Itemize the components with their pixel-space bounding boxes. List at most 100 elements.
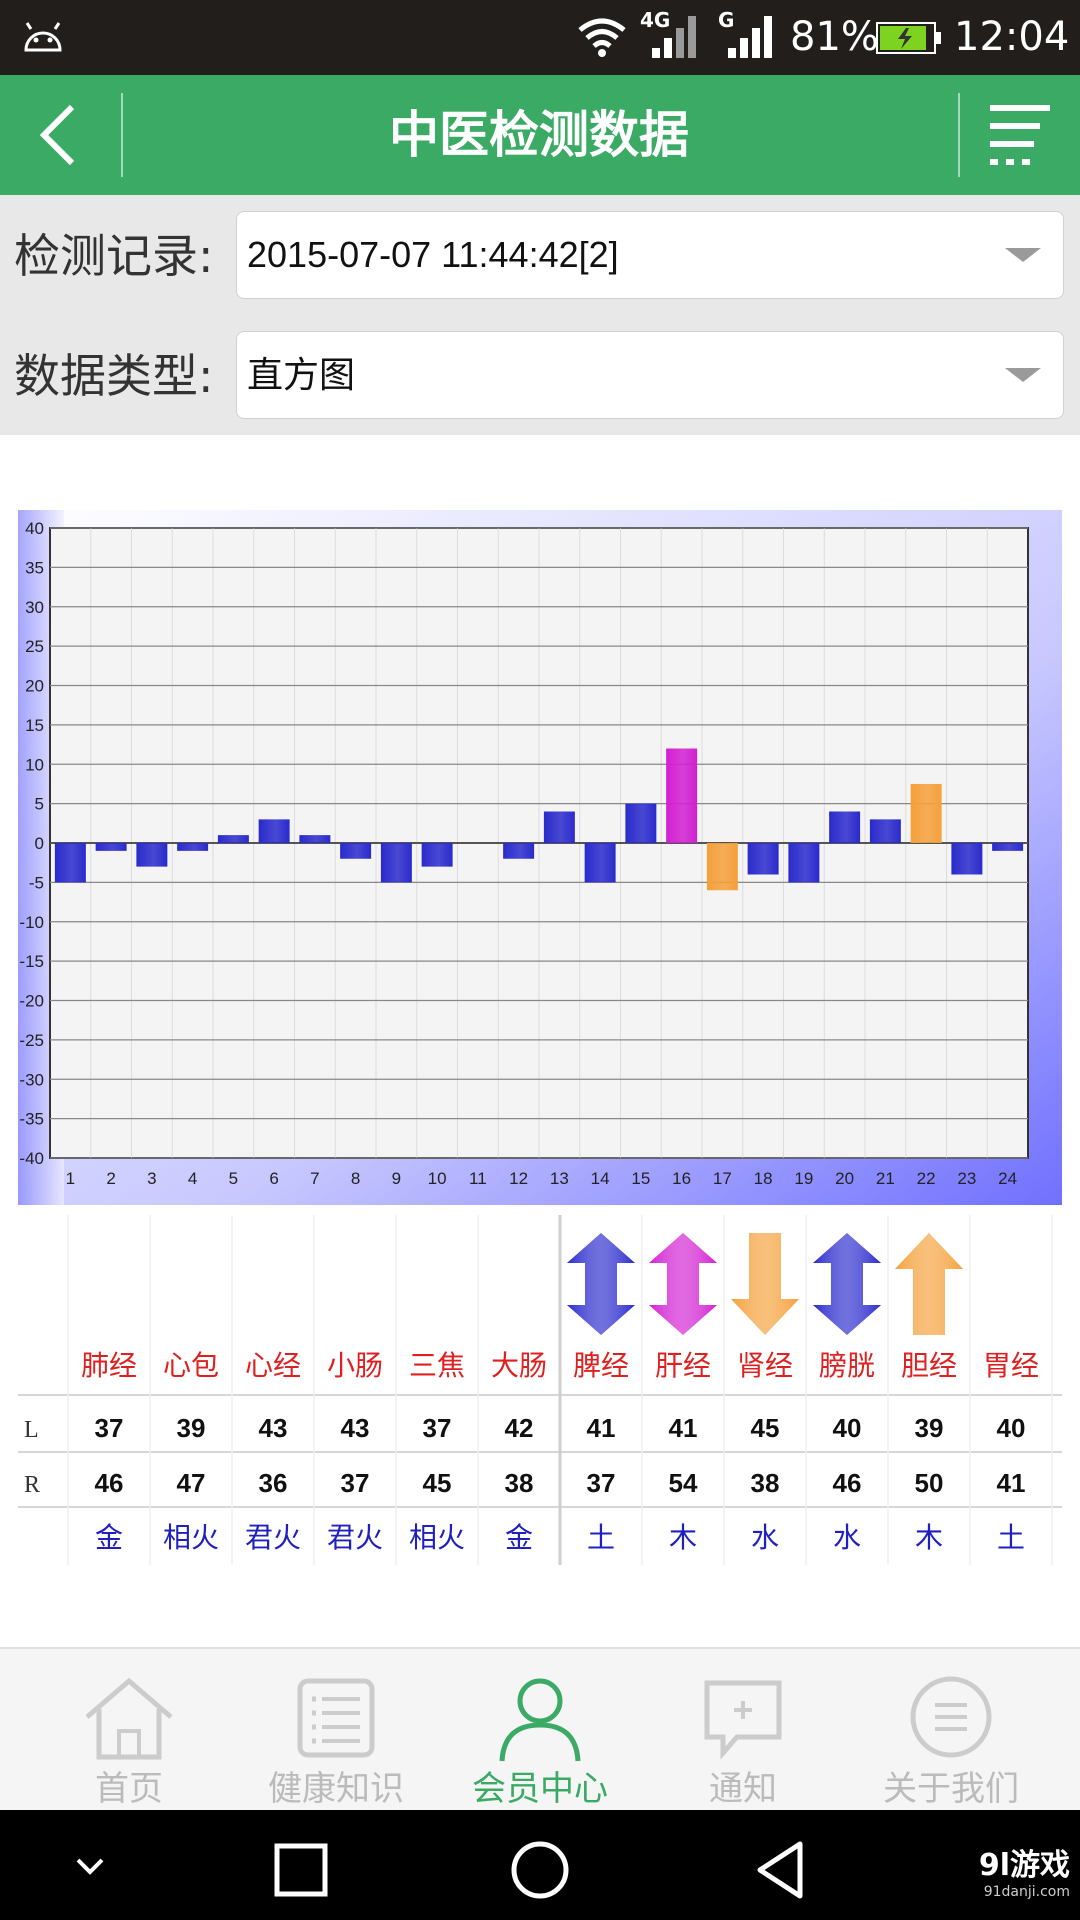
- x-tick-label: 6: [269, 1169, 278, 1188]
- type-select[interactable]: 直方图: [236, 331, 1064, 419]
- user-icon: [499, 1678, 581, 1762]
- divider: [958, 93, 960, 177]
- histogram-bar: [95, 843, 127, 851]
- y-tick-label: -40: [19, 1149, 44, 1168]
- y-tick-label: 30: [25, 598, 44, 617]
- histogram-bar: [992, 843, 1024, 851]
- histogram-bar: [788, 843, 820, 883]
- battery-icon: [876, 22, 941, 54]
- x-tick-label: 1: [66, 1169, 75, 1188]
- x-tick-label: 4: [188, 1169, 197, 1188]
- x-tick-label: 24: [998, 1169, 1017, 1188]
- value-l: 39: [915, 1413, 944, 1443]
- nav-member[interactable]: 会员中心: [440, 1649, 640, 1812]
- back-button[interactable]: [0, 75, 120, 195]
- signal-icon: [652, 16, 696, 58]
- element-label: 木: [915, 1521, 943, 1554]
- android-icon: [24, 22, 62, 52]
- x-tick-label: 11: [469, 1169, 487, 1188]
- value-l: 37: [423, 1413, 452, 1443]
- meridian-name: 大肠: [491, 1349, 547, 1382]
- menu-button[interactable]: [960, 75, 1080, 195]
- arrow-icon-shade: [731, 1233, 799, 1335]
- meridian-name: 膀胱: [819, 1349, 875, 1382]
- signal-icon-2: [728, 16, 772, 58]
- record-label: 检测记录:: [14, 229, 214, 283]
- meridian-name: 肾经: [737, 1349, 793, 1382]
- meridian-name: 心经: [245, 1349, 301, 1382]
- value-r: 38: [505, 1468, 534, 1498]
- y-tick-label: -25: [19, 1031, 44, 1050]
- nav-notice[interactable]: 通知: [643, 1649, 843, 1812]
- value-r: 45: [423, 1468, 452, 1498]
- x-tick-label: 9: [392, 1169, 401, 1188]
- app-bar: 中医检测数据: [0, 75, 1080, 195]
- x-tick-label: 2: [106, 1169, 115, 1188]
- nav-home[interactable]: 首页: [29, 1649, 229, 1812]
- value-l: 40: [833, 1413, 862, 1443]
- meridian-name: 胃经: [983, 1349, 1039, 1382]
- histogram-bar: [177, 843, 209, 851]
- histogram-chart: 40 35 30 25 20 15 10 5 0 -5 -10 -15 -20 -25 -30 -35 -40 1…: [18, 510, 1062, 1205]
- type-row: 数据类型: 直方图: [0, 331, 1080, 421]
- value-l: 43: [259, 1413, 288, 1443]
- type-label: 数据类型:: [14, 349, 214, 403]
- element-label: 君火: [327, 1521, 383, 1554]
- value-l: 41: [669, 1413, 698, 1443]
- nav-member-label: 会员中心: [472, 1769, 608, 1809]
- chevron-left-icon: [39, 104, 75, 166]
- x-tick-label: 12: [509, 1169, 528, 1188]
- y-tick-label: 40: [25, 519, 44, 538]
- element-label: 土: [587, 1521, 615, 1554]
- x-tick-label: 20: [835, 1169, 854, 1188]
- arrow-icon-shade: [649, 1233, 717, 1335]
- nav-health-label: 健康知识: [268, 1769, 404, 1809]
- record-select[interactable]: 2015-07-07 11:44:42[2]: [236, 211, 1064, 299]
- value-l: 45: [751, 1413, 780, 1443]
- meridian-table: L R 肺经 37 46 金 心包 39 47 相火 心经 43 36 君火 小肠 43 37 君火 三焦 37 45 相…: [18, 1215, 1062, 1565]
- histogram-bar: [340, 843, 372, 859]
- bottom-nav: 首页 健康知识 会员中心 通知 关于我们: [0, 1647, 1080, 1812]
- histogram-bar: [421, 843, 453, 867]
- chevron-down-icon[interactable]: [60, 1840, 120, 1890]
- x-tick-label: 15: [631, 1169, 650, 1188]
- histogram-bar: [829, 811, 861, 843]
- menu-icon: [990, 105, 1050, 165]
- histogram-bar: [503, 843, 535, 859]
- nav-health[interactable]: 健康知识: [236, 1649, 436, 1812]
- x-tick-label: 21: [876, 1169, 895, 1188]
- menu-circle-icon: [910, 1676, 992, 1758]
- element-label: 土: [997, 1521, 1025, 1554]
- dropdown-arrow-icon: [1005, 368, 1041, 382]
- histogram-bar: [951, 843, 983, 875]
- value-l: 43: [341, 1413, 370, 1443]
- value-r: 36: [259, 1468, 288, 1498]
- watermark: 9l游戏 91danji.com: [979, 1840, 1070, 1900]
- value-r: 50: [915, 1468, 944, 1498]
- network-g-label: G: [718, 8, 735, 32]
- nav-about[interactable]: 关于我们: [851, 1649, 1051, 1812]
- histogram-bar: [299, 835, 331, 843]
- element-label: 木: [669, 1521, 697, 1554]
- histogram-bar: [217, 835, 249, 843]
- nav-home-label: 首页: [95, 1769, 163, 1809]
- x-tick-label: 14: [591, 1169, 610, 1188]
- element-label: 金: [95, 1521, 123, 1554]
- value-l: 42: [505, 1413, 534, 1443]
- home-circle-icon[interactable]: [504, 1834, 576, 1906]
- watermark-site: 91danji.com: [983, 1884, 1070, 1900]
- meridian-svg: L R 肺经 37 46 金 心包 39 47 相火 心经 43 36 君火 小肠 43 37 君火 三焦 37 45 相…: [18, 1215, 1062, 1565]
- x-tick-label: 18: [754, 1169, 773, 1188]
- element-label: 相火: [409, 1521, 465, 1554]
- recents-icon[interactable]: [266, 1840, 336, 1900]
- row-label-l: L: [24, 1417, 39, 1443]
- histogram-bar: [910, 783, 942, 843]
- y-tick-label: 25: [25, 637, 44, 656]
- nav-about-label: 关于我们: [883, 1769, 1019, 1809]
- y-tick-label: 5: [35, 795, 44, 814]
- y-tick-label: -15: [19, 952, 44, 971]
- watermark-brand: 9l游戏: [978, 1848, 1070, 1883]
- y-tick-label: 35: [25, 558, 44, 577]
- y-tick-label: 10: [25, 755, 44, 774]
- back-triangle-icon[interactable]: [746, 1834, 818, 1906]
